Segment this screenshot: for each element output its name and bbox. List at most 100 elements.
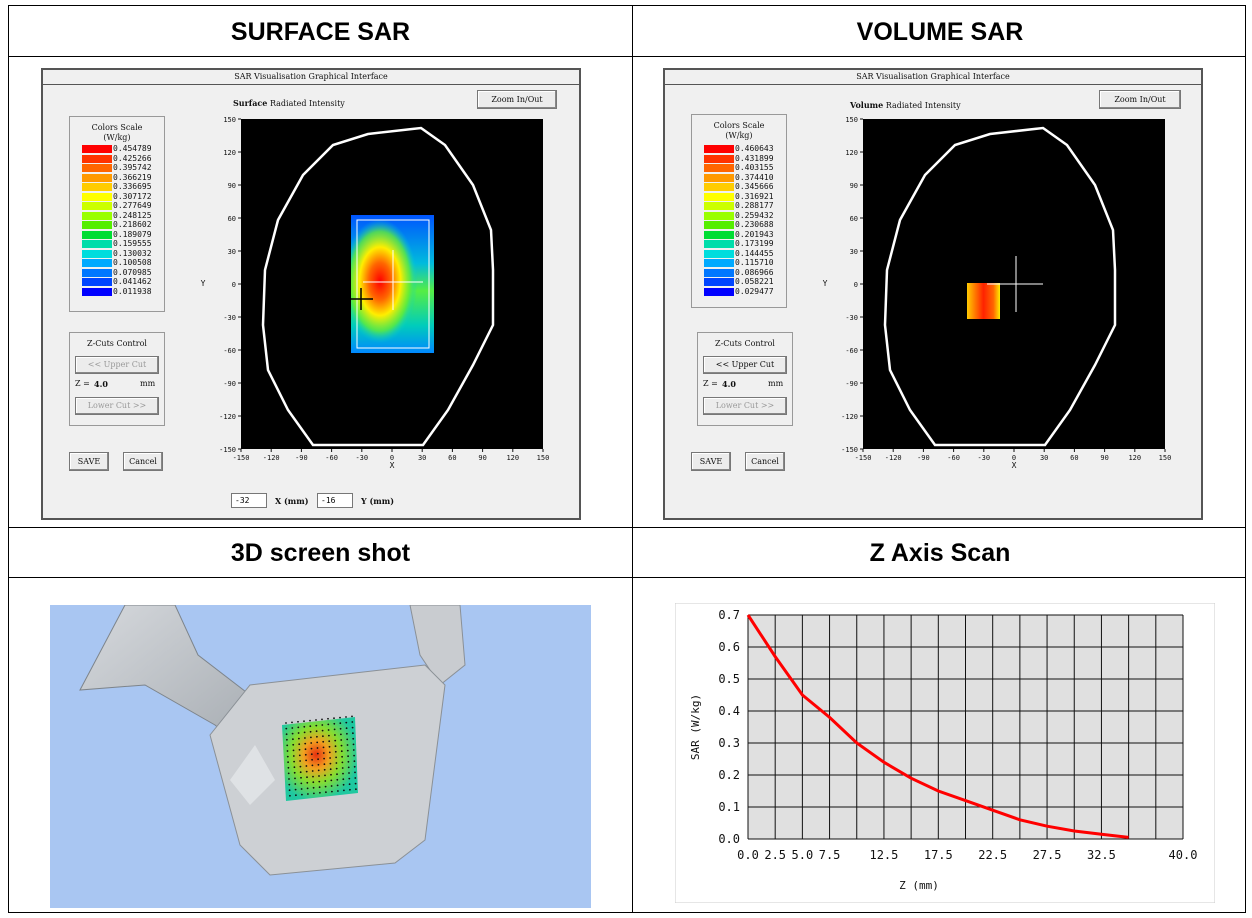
scale-swatch [82, 164, 112, 172]
scale-swatch [82, 240, 112, 248]
scale-value: 0.159555 [113, 239, 152, 248]
measurement-point [348, 783, 351, 786]
x-tick-label: 120 [1128, 454, 1141, 462]
color-scale: 0.454789 0.425266 0.395742 0.366219 0.336695… [82, 145, 162, 305]
x-tick-label: 32.5 [1087, 848, 1116, 862]
zoom-button[interactable]: Zoom In/Out [1099, 90, 1181, 109]
scale-swatch [704, 211, 734, 220]
y-tick-label: 90 [228, 182, 236, 190]
y-tick-label: -90 [223, 380, 236, 388]
measurement-point [292, 755, 295, 757]
scale-swatch [704, 173, 734, 182]
measurement-point [312, 786, 315, 789]
measurement-point [325, 791, 327, 794]
measurement-point [298, 743, 301, 746]
z-value: 4.0 [722, 379, 736, 389]
scale-swatch [82, 192, 112, 201]
measurement-point [327, 729, 330, 731]
upper-cut-button[interactable]: << Upper Cut [75, 356, 159, 374]
scale-value: 0.115710 [735, 258, 774, 267]
measurement-point [299, 760, 301, 762]
measurement-point [342, 778, 345, 781]
x-tick-label: -120 [263, 454, 280, 462]
measurement-point [300, 788, 303, 790]
measurement-point [331, 790, 333, 793]
upper-cut-button[interactable]: << Upper Cut [703, 356, 787, 374]
x-tick-label: 0 [1012, 454, 1016, 462]
measurement-point [347, 760, 350, 763]
row-divider [9, 56, 1245, 57]
measurement-point [316, 747, 319, 749]
x-tick-label: 150 [537, 454, 549, 462]
measurement-point [303, 731, 306, 734]
z-axis-scan-chart[interactable]: 0.0 2.5 5.0 7.5 12.5 17.5 22.5 27.5 32.5 40.0 0.7 0… [675, 603, 1215, 903]
measurement-point [329, 762, 332, 765]
measurement-point [286, 750, 289, 752]
measurement-point [322, 752, 325, 754]
measurement-point [286, 755, 289, 758]
y-tick-label: 150 [845, 116, 858, 124]
scale-value: 0.230688 [735, 220, 774, 229]
chart-x-label: Z (mm) [899, 879, 939, 892]
scale-swatch [82, 202, 112, 210]
measurement-point [298, 748, 301, 751]
measurement-point [292, 749, 295, 752]
scale-value: 0.041462 [113, 277, 152, 286]
measurement-point [299, 771, 302, 774]
measurement-point [346, 749, 349, 752]
lower-cut-button[interactable]: Lower Cut >> [703, 397, 787, 415]
lower-cut-button[interactable]: Lower Cut >> [75, 397, 159, 415]
measurement-point [315, 730, 318, 733]
measurement-point [347, 755, 349, 758]
measurement-point [286, 738, 288, 741]
scale-value: 0.086966 [735, 267, 774, 277]
axis-ticks: -150 -120 -90 -60 -30 0 30 60 90 120 150 150 120 90 60… [219, 116, 549, 462]
x-axis-label: X [390, 461, 395, 470]
y-tick-label: 150 [223, 116, 236, 124]
y-tick-label: 60 [850, 215, 858, 223]
measurement-point [345, 727, 348, 730]
measurement-point [317, 769, 320, 772]
measurement-point [310, 747, 313, 750]
measurement-point [322, 746, 325, 749]
scale-swatch [82, 230, 112, 239]
z-unit: mm [140, 379, 156, 388]
intensity-label: Radiated Intensity [885, 101, 961, 110]
surface-sar-plot[interactable]: -150 -120 -90 -60 -30 0 30 60 90 120 150 150 120 90 60… [193, 110, 549, 470]
volume-sar-plot[interactable]: -150 -120 -90 -60 -30 0 30 60 90 120 150 150 120 90 60… [815, 110, 1171, 470]
measurement-point [354, 771, 356, 774]
3d-surface-highlight [230, 745, 275, 805]
y-tick-label: -60 [845, 347, 858, 355]
measurement-point [293, 760, 295, 763]
measurement-point [342, 772, 344, 775]
cancel-button[interactable]: Cancel [123, 452, 163, 471]
measurement-point [304, 737, 306, 739]
measurement-point [346, 744, 349, 746]
zcuts-panel: Z-Cuts Control << Upper Cut Z = 4.0 mm L… [69, 332, 165, 426]
row-divider [9, 577, 1245, 578]
measurement-point [352, 732, 354, 735]
measurement-point [315, 719, 317, 721]
y-coordinate-input[interactable]: -16 [317, 493, 353, 508]
scale-swatch [82, 278, 112, 286]
y-tick-label: 120 [223, 149, 236, 157]
measurement-point [300, 776, 302, 779]
measurement-point [319, 791, 321, 794]
measurement-point [328, 734, 330, 737]
scale-value: 0.336695 [113, 182, 152, 191]
scale-swatch [82, 173, 112, 182]
save-button[interactable]: SAVE [69, 452, 109, 471]
x-tick-label: 120 [506, 454, 519, 462]
y-tick-label: 60 [228, 215, 236, 223]
y-tick-label: -30 [845, 314, 858, 322]
z-unit: mm [768, 379, 784, 388]
scale-value: 0.403155 [735, 163, 774, 172]
scale-swatch [82, 259, 112, 267]
scale-swatch [704, 259, 734, 267]
cancel-button[interactable]: Cancel [745, 452, 785, 471]
x-coordinate-input[interactable]: -32 [231, 493, 267, 508]
zoom-button[interactable]: Zoom In/Out [477, 90, 557, 109]
measurement-point [341, 755, 343, 758]
save-button[interactable]: SAVE [691, 452, 731, 471]
color-scale-panel: Colors Scale (W/kg) 0.460643 0.431899 0.40… [691, 114, 787, 308]
